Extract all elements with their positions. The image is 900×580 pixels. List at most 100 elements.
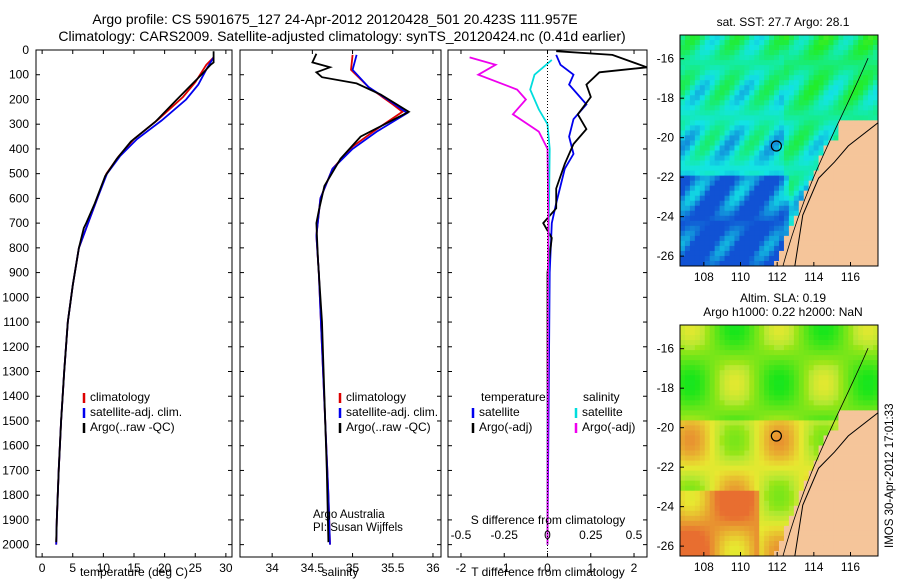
map-cell <box>704 515 711 522</box>
map-cell <box>749 520 755 527</box>
map-cell <box>783 120 790 126</box>
map-cell <box>709 375 716 381</box>
map-cell <box>779 120 785 126</box>
map-cell <box>823 255 829 262</box>
depth-tick-label: 500 <box>9 167 29 181</box>
map-cell <box>744 40 750 46</box>
map-cell <box>843 225 849 232</box>
map-cell <box>848 500 854 507</box>
map-cell <box>853 85 859 91</box>
map-cell <box>749 410 755 416</box>
map-cell <box>863 390 869 396</box>
map-cell <box>774 440 780 446</box>
map-cell <box>759 355 765 361</box>
map-cell <box>739 130 745 136</box>
map-cell <box>709 340 716 346</box>
map-cell <box>689 485 696 492</box>
map-cell <box>680 195 686 202</box>
map-cell <box>783 35 790 41</box>
map-cell <box>783 550 790 556</box>
map-cell <box>863 255 869 262</box>
map-cell <box>739 415 745 421</box>
map-cell <box>868 435 874 441</box>
map-cell <box>749 180 755 187</box>
map-cell <box>863 230 869 237</box>
map-cell <box>808 80 815 86</box>
map-cell <box>749 355 755 361</box>
map-cell <box>783 200 790 207</box>
map-cell <box>813 355 819 361</box>
map-cell <box>788 180 795 187</box>
map-cell <box>783 440 790 446</box>
map-cell <box>759 505 765 512</box>
map-cell <box>873 205 878 212</box>
map-cell <box>843 255 849 262</box>
map-cell <box>749 345 755 351</box>
map-cell <box>759 255 765 262</box>
map-cell <box>853 255 859 262</box>
map-cell <box>754 460 760 467</box>
map-cell <box>699 40 706 46</box>
map-cell <box>873 35 878 41</box>
map-cell <box>774 485 780 492</box>
map-cell <box>858 65 864 71</box>
map-cell <box>793 335 800 341</box>
map-cell <box>729 345 735 351</box>
map-cell <box>873 495 878 502</box>
map-cell <box>858 60 864 66</box>
map-cell <box>769 115 775 121</box>
map-cell <box>699 245 706 252</box>
map-cell <box>724 350 730 356</box>
map-cell <box>843 540 849 547</box>
map-cell <box>853 415 859 421</box>
legend-label: Argo(..raw -QC) <box>346 420 431 434</box>
map-cell <box>684 485 691 492</box>
map-cell <box>863 535 869 542</box>
map-cell <box>774 180 780 187</box>
map-cell <box>783 370 790 376</box>
map-cell <box>788 80 795 86</box>
map-cell <box>714 530 720 537</box>
map-cell <box>699 220 706 227</box>
map-cell <box>759 100 765 106</box>
map-cell <box>793 120 800 126</box>
map-cell <box>808 460 815 467</box>
map-cell <box>828 140 834 146</box>
map-cell <box>734 65 740 71</box>
map-cell <box>754 60 760 66</box>
map-cell <box>774 490 780 497</box>
map-cell <box>858 180 864 187</box>
map-cell <box>818 240 824 247</box>
map-cell <box>828 375 834 381</box>
map-cell <box>818 110 824 116</box>
map-cell <box>699 450 706 456</box>
map-cell <box>793 380 800 386</box>
map-cell <box>680 175 686 182</box>
map-cell <box>734 475 740 482</box>
map-cell <box>848 400 854 406</box>
map-cell <box>833 105 839 111</box>
map-cell <box>793 55 800 61</box>
map-cell <box>783 105 790 111</box>
map-cell <box>813 530 819 537</box>
map-cell <box>873 540 878 547</box>
map-cell <box>774 155 780 161</box>
map-cell <box>744 150 750 156</box>
map-cell <box>858 460 864 467</box>
map-cell <box>714 150 720 156</box>
map-cell <box>724 215 730 222</box>
map-cell <box>709 435 716 441</box>
map-cell <box>793 45 800 51</box>
map-cell <box>759 340 765 346</box>
map-cell <box>858 145 864 151</box>
map-cell <box>729 120 735 126</box>
map-cell <box>838 210 844 217</box>
map-cell <box>744 215 750 222</box>
map-cell <box>813 120 819 126</box>
map-cell <box>719 260 725 266</box>
map-cell <box>858 55 864 61</box>
map-cell <box>838 370 844 376</box>
isobath <box>782 347 869 556</box>
map-cell <box>828 345 834 351</box>
map-cell <box>754 105 760 111</box>
